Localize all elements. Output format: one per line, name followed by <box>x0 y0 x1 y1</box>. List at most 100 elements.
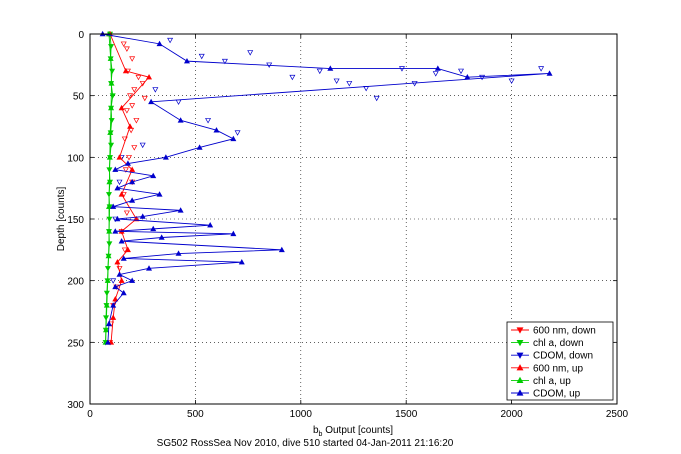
data-point <box>120 41 127 47</box>
x-tick-label: 500 <box>187 409 204 420</box>
data-point <box>139 213 146 219</box>
series-line <box>109 33 150 343</box>
series-5 <box>99 30 553 345</box>
data-point <box>108 80 115 86</box>
data-point <box>107 129 114 135</box>
data-point <box>221 58 228 65</box>
data-point <box>177 117 184 123</box>
data-point <box>327 65 334 71</box>
y-axis-label: Depth [counts] <box>56 187 67 252</box>
data-point <box>127 123 134 129</box>
tick-marks <box>89 33 618 405</box>
x-tick-label: 1500 <box>395 409 418 420</box>
data-point <box>183 58 190 64</box>
data-point <box>121 247 128 253</box>
data-point <box>432 71 439 77</box>
data-point <box>104 277 111 283</box>
data-point <box>103 326 110 333</box>
data-point <box>129 166 136 172</box>
data-point <box>289 74 296 81</box>
data-point <box>146 265 153 271</box>
data-point <box>122 67 129 74</box>
data-point <box>106 241 113 247</box>
legend-marker <box>516 327 524 334</box>
series-line <box>105 33 112 343</box>
data-point <box>150 225 157 232</box>
data-point <box>508 78 515 84</box>
data-point <box>464 74 471 80</box>
data-point <box>458 68 465 75</box>
data-point <box>175 250 182 256</box>
legend-label: chl a, up <box>533 376 571 387</box>
y-tick-label: 200 <box>67 277 84 288</box>
data-point <box>479 74 486 81</box>
data-point <box>123 108 130 114</box>
data-point <box>116 154 123 160</box>
data-point <box>114 185 121 191</box>
figure-caption: SG502 RossSea Nov 2010, dive 510 started… <box>157 438 454 449</box>
data-point <box>118 277 125 283</box>
data-point <box>131 145 138 151</box>
data-point <box>141 95 148 102</box>
series-3 <box>107 30 153 345</box>
data-point <box>158 234 165 240</box>
data-point <box>346 81 353 87</box>
data-point <box>110 302 117 308</box>
data-point <box>167 37 174 44</box>
data-point <box>234 130 241 136</box>
data-point <box>129 103 136 109</box>
data-point <box>124 160 131 166</box>
data-point <box>116 271 123 277</box>
data-point <box>546 70 553 76</box>
legend-label: chl a, down <box>533 338 584 349</box>
y-tick-label: 250 <box>67 338 84 349</box>
data-point <box>106 178 113 185</box>
data-point <box>116 266 123 272</box>
data-point <box>112 228 119 234</box>
legend-entry: chl a, down <box>511 338 584 349</box>
x-tick-label: 0 <box>87 409 93 420</box>
data-point <box>116 179 123 186</box>
data-point <box>129 56 136 62</box>
data-point <box>110 314 117 320</box>
data-point <box>196 144 203 150</box>
data-point <box>129 277 136 283</box>
data-point <box>124 246 131 253</box>
legend-label: CDOM, up <box>533 389 581 400</box>
data-point <box>434 65 441 71</box>
data-point <box>133 118 140 124</box>
data-point <box>230 230 237 237</box>
data-point <box>129 178 136 185</box>
legend-entry: 600 nm, up <box>511 363 583 374</box>
data-point <box>146 74 153 80</box>
data-point <box>118 191 125 197</box>
legend-label: 600 nm, down <box>533 326 596 337</box>
data-point <box>112 283 119 290</box>
y-tick-label: 50 <box>73 92 85 103</box>
data-point <box>148 98 155 105</box>
data-point <box>333 78 340 84</box>
legend-entry: CDOM, down <box>511 351 593 362</box>
legend-entry: 600 nm, down <box>511 326 596 337</box>
data-point <box>538 66 545 72</box>
data-point <box>205 118 212 124</box>
legend-marker <box>516 340 524 347</box>
x-tick-label: 2000 <box>500 409 523 420</box>
data-point <box>156 191 163 197</box>
data-point <box>373 95 380 102</box>
data-point <box>104 339 111 345</box>
data-point <box>107 55 114 61</box>
x-tick-label: 1000 <box>290 409 313 420</box>
x-tick-label: 2500 <box>606 409 629 420</box>
data-point <box>126 155 132 161</box>
data-point <box>123 46 130 52</box>
legend-marker <box>516 352 524 359</box>
legend-marker <box>516 389 524 396</box>
data-point <box>139 142 146 149</box>
data-point <box>114 259 121 265</box>
data-point <box>106 228 113 234</box>
y-tick-label: 0 <box>78 30 84 41</box>
legend-label: CDOM, down <box>533 351 593 362</box>
y-tick-label: 300 <box>67 400 84 411</box>
